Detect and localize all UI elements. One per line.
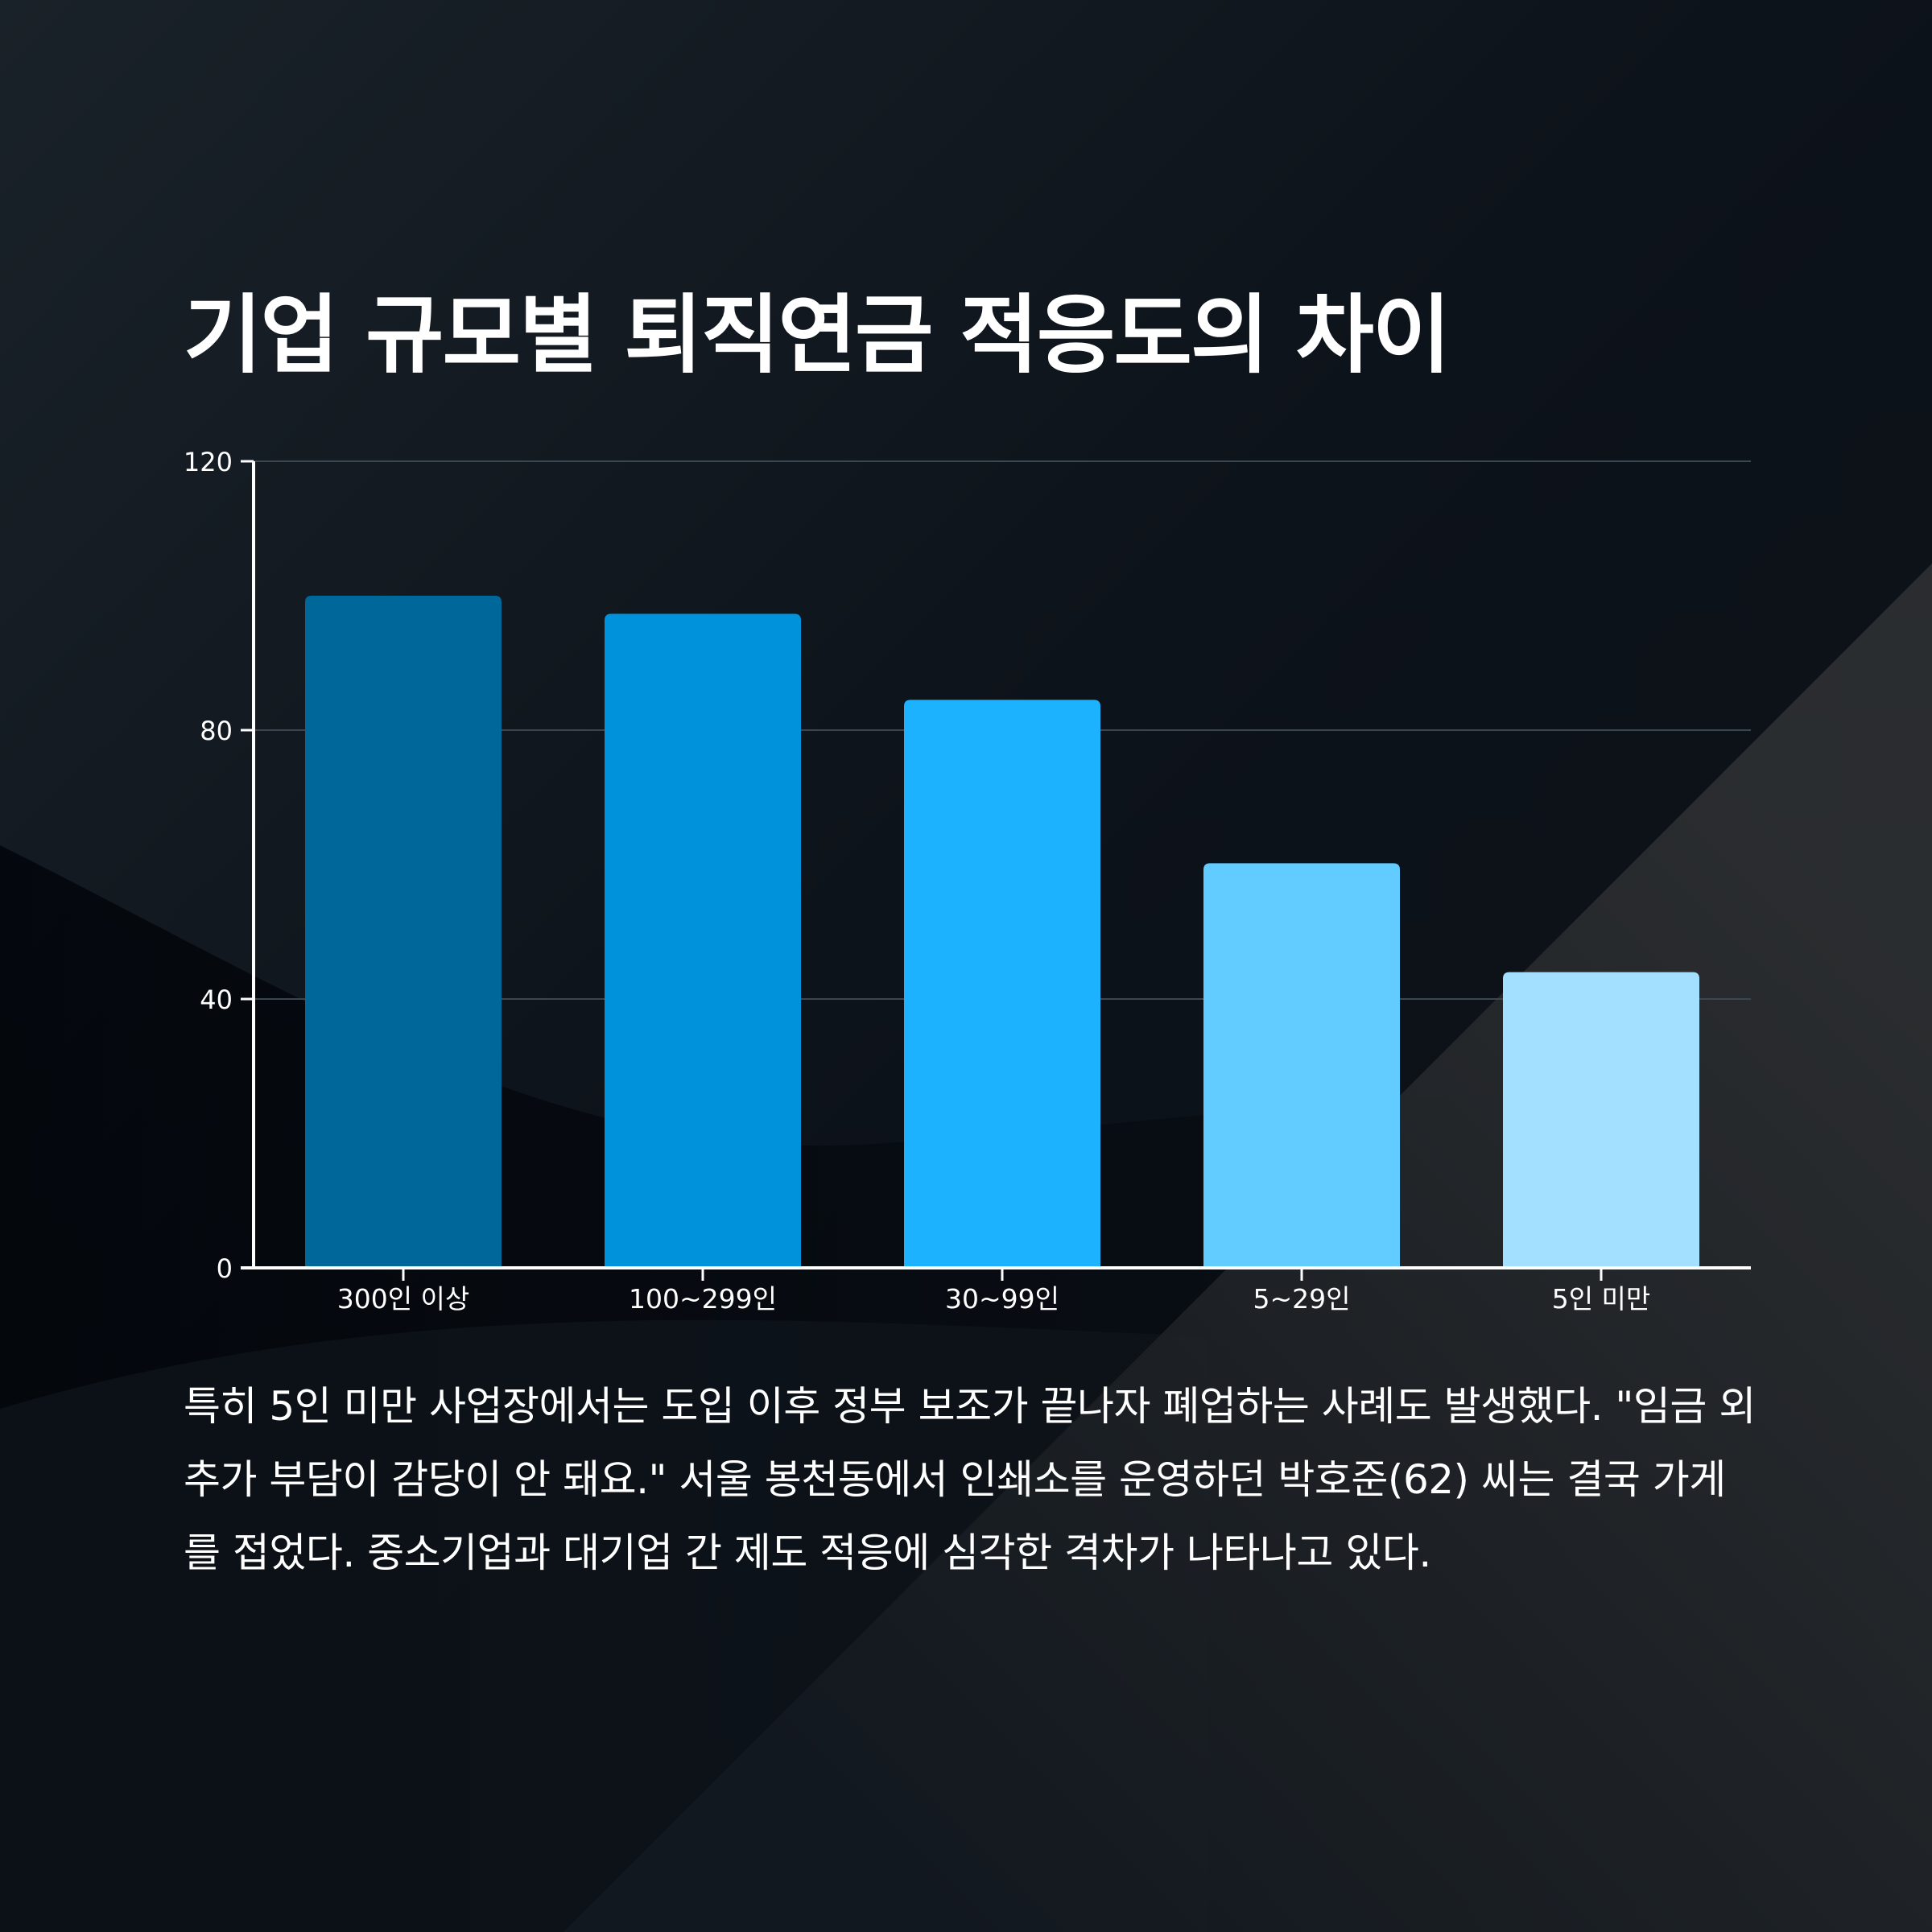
bar-2 [605, 613, 801, 1268]
y-tick-label: 40 [200, 985, 233, 1015]
y-tick-label: 120 [184, 447, 233, 477]
bar-3 [904, 700, 1100, 1268]
bar-1 [305, 596, 502, 1268]
axes [241, 460, 1751, 1281]
y-tick-label: 80 [200, 716, 233, 746]
x-tick-label: 300인 이상 [337, 1283, 470, 1315]
tick-labels: 0 40 80 120 300인 이상 100~299인 30~99인 5~29인 5인 미만 [184, 447, 1650, 1315]
y-tick-label: 0 [217, 1253, 233, 1284]
bar-4 [1203, 863, 1400, 1268]
caption-text: 특히 5인 미만 사업장에서는 도입 이후 정부 보조가 끝나자 폐업하는 사례… [184, 1383, 1756, 1576]
page-title: 기업 규모별 퇴직연금 적응도의 차이 [184, 286, 1451, 385]
bars [305, 596, 1699, 1268]
x-tick-label: 5인 미만 [1552, 1283, 1651, 1315]
x-tick-label: 30~99인 [945, 1283, 1059, 1315]
x-tick-label: 5~29인 [1253, 1283, 1351, 1315]
bar-5 [1503, 972, 1699, 1268]
x-tick-label: 100~299인 [629, 1283, 777, 1315]
